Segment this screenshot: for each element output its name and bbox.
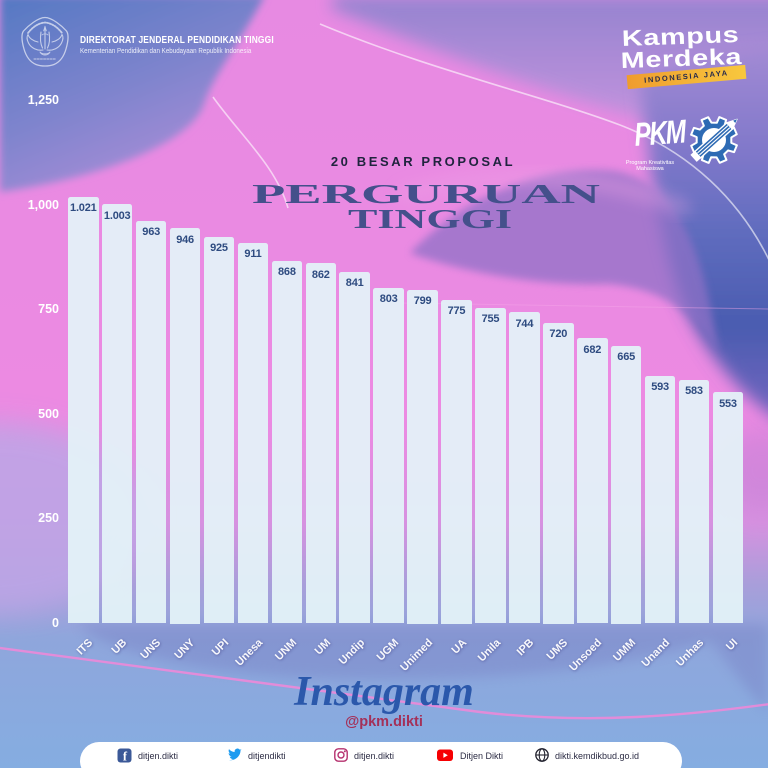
svg-text:ditjendikti: ditjendikti bbox=[248, 751, 286, 761]
svg-text:Ditjen Dikti: Ditjen Dikti bbox=[460, 751, 503, 761]
svg-text:f: f bbox=[123, 750, 128, 764]
svg-text:TINGGI: TINGGI bbox=[348, 204, 512, 234]
svg-text:ditjen.dikti: ditjen.dikti bbox=[354, 751, 394, 761]
svg-text:dikti.kemdikbud.go.id: dikti.kemdikbud.go.id bbox=[555, 751, 639, 761]
svg-text:PERGURUAN: PERGURUAN bbox=[252, 179, 601, 209]
svg-text:ditjen.dikti: ditjen.dikti bbox=[138, 751, 178, 761]
